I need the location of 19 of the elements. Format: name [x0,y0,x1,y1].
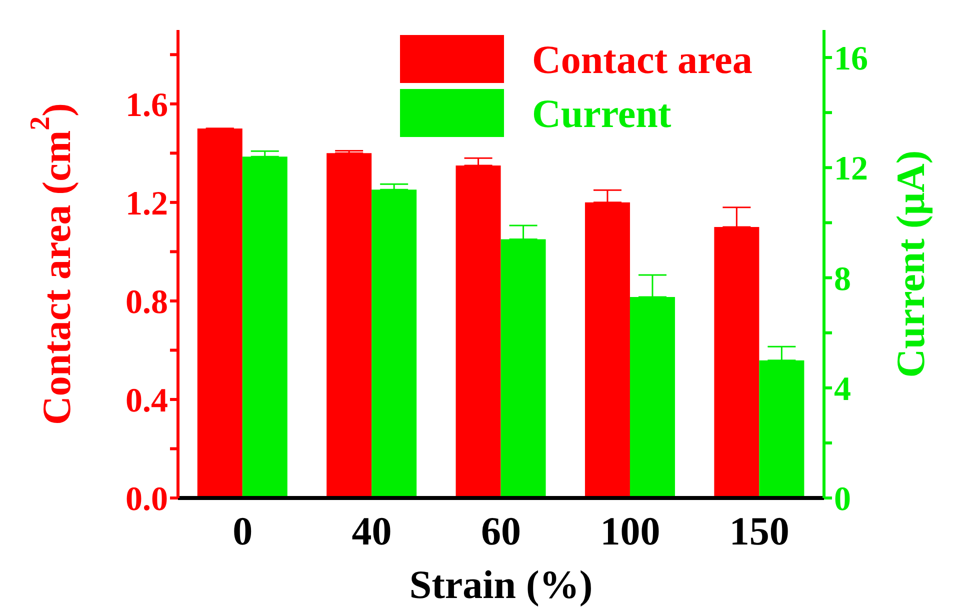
y2-axis-title: Current (μA) [888,150,932,378]
y2-tick-label: 16 [834,40,868,78]
x-tick-label: 40 [352,508,392,554]
y2-tick-label: 0 [834,481,851,518]
x-tick-label: 100 [600,508,660,554]
x-tick-label: 0 [232,508,253,554]
legend-label: Contact area [532,36,752,82]
x-tick-label: 60 [481,508,521,554]
y-tick-label: 0.8 [126,284,168,322]
y2-tick-label: 4 [834,370,851,408]
y-tick-label: 1.2 [126,185,168,222]
y-tick-label: 1.6 [126,86,168,124]
x-tick-label: 150 [729,508,790,554]
y-tick-label: 0.4 [126,382,168,420]
y2-tick-label: 8 [834,260,851,298]
legend-label: Current [532,90,672,136]
y2-tick-label: 12 [834,150,868,188]
x-axis-title: Strain (%) [409,562,593,607]
y-tick-label: 0.0 [126,481,168,518]
